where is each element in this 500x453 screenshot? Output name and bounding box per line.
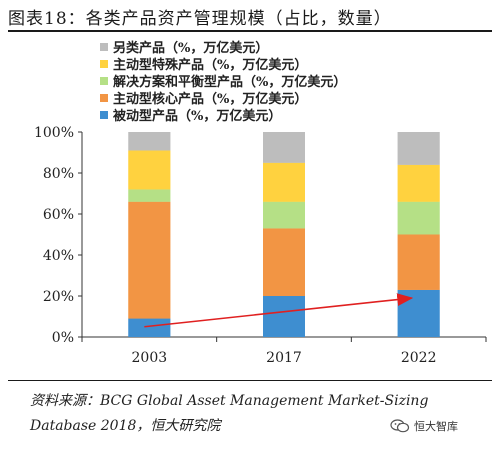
legend-swatch [100, 42, 108, 51]
legend-swatch [100, 59, 108, 68]
legend-swatch [100, 93, 108, 102]
legend-swatch [100, 76, 108, 85]
bar-segment-shade [397, 132, 440, 165]
legend-item-active-core: 主动型核心产品（%，万亿美元） [100, 89, 346, 107]
legend-label: 主动型核心产品（%，万亿美元） [113, 92, 308, 107]
title-divider [8, 30, 492, 32]
source-note: 资料来源：BCG Global Asset Management Market-… [30, 393, 429, 434]
footer-divider [8, 380, 492, 381]
bar-segment-shade [263, 162, 305, 202]
x-tick-label: 2017 [266, 350, 302, 366]
chart-title: 图表18：各类产品资产管理规模（占比，数量） [8, 9, 392, 29]
trend-arrow [144, 293, 414, 328]
bar-segment-shade [128, 189, 171, 202]
watermark: 恒大智库 [390, 418, 458, 434]
bar-segment-shade [263, 132, 305, 163]
bar-segment-shade [263, 296, 305, 337]
bar-segment-shade [397, 234, 440, 290]
stacked-bar-chart: 0% 20% 40% 60% 80% 100% 2003 2017 2022 [34, 125, 487, 366]
legend-label: 另类产品（%，万亿美元） [113, 41, 269, 56]
y-tick-label: 100% [34, 125, 74, 141]
legend-item-alternative: 另类产品（%，万亿美元） [100, 38, 346, 56]
y-tick-label: 20% [43, 289, 74, 305]
legend-item-passive: 被动型产品（%，万亿美元） [100, 106, 346, 124]
wechat-icon [390, 419, 410, 433]
bar-segment-shade [397, 201, 440, 235]
x-tick-label: 2022 [401, 350, 437, 366]
bar-segment-shade [128, 150, 171, 190]
y-tick-label: 60% [43, 207, 74, 223]
bar-segment-shade [263, 201, 305, 229]
legend-swatch [100, 110, 108, 119]
legend-label: 解决方案和平衡型产品（%，万亿美元） [113, 75, 347, 90]
bar-segment-shade [128, 318, 171, 337]
bar-segment-shade [263, 228, 305, 296]
y-tick-label: 40% [43, 248, 74, 264]
bar-segment-shade [128, 201, 171, 319]
bar-segment-shade [128, 132, 171, 151]
legend-item-solutions: 解决方案和平衡型产品（%，万亿美元） [100, 72, 347, 90]
bar-segment-shade [397, 164, 440, 202]
bar-segment-shade [397, 289, 440, 337]
legend-item-active-special: 主动型特殊产品（%，万亿美元） [100, 55, 346, 73]
legend: 另类产品（%，万亿美元） 主动型特殊产品（%，万亿美元） 解决方案和平衡型产品（… [100, 38, 347, 124]
x-tick-label: 2003 [132, 350, 168, 366]
watermark-label: 恒大智库 [414, 420, 458, 433]
legend-label: 被动型产品（%，万亿美元） [113, 109, 282, 124]
y-tick-label: 80% [43, 166, 74, 182]
legend-label: 主动型特殊产品（%，万亿美元） [113, 58, 308, 73]
y-tick-label: 0% [52, 330, 74, 346]
